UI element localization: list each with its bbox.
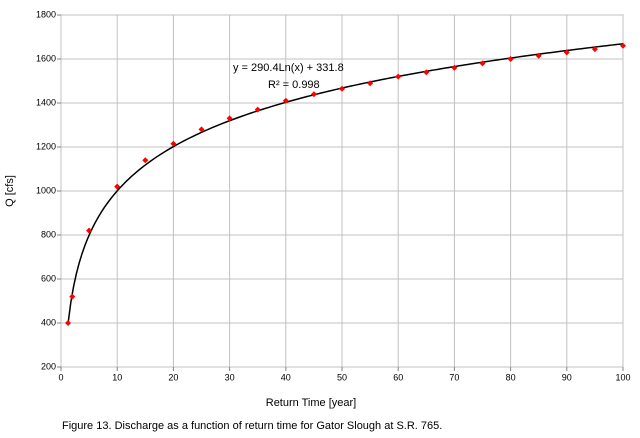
trendline	[67, 43, 624, 324]
x-tick-label: 10	[112, 372, 122, 382]
point	[226, 115, 233, 122]
trendline-equation: y = 290.4Ln(x) + 331.8	[233, 62, 344, 74]
x-tick-label: 20	[168, 372, 178, 382]
point	[254, 106, 261, 113]
x-tick-label: 80	[506, 372, 516, 382]
point	[282, 97, 289, 104]
x-tick-label: 40	[281, 372, 291, 382]
point	[114, 183, 121, 190]
point	[535, 52, 542, 59]
point	[367, 80, 374, 87]
x-tick-label: 70	[449, 372, 459, 382]
point	[69, 293, 76, 300]
point	[620, 42, 626, 49]
trendline-r-squared: R² = 0.998	[268, 79, 320, 91]
y-tick-label: 400	[41, 317, 56, 327]
point	[395, 73, 402, 80]
point	[310, 91, 317, 98]
x-tick-label: 30	[225, 372, 235, 382]
point	[563, 49, 570, 56]
x-tick-label: 0	[58, 372, 63, 382]
point	[65, 320, 72, 326]
x-tick-label: 50	[337, 372, 347, 382]
y-tick-label: 800	[41, 229, 56, 239]
point	[591, 46, 598, 53]
caption: Figure 13. Discharge as a function of re…	[62, 420, 442, 432]
y-tick-label: 1400	[36, 97, 56, 107]
y-tick-label: 1600	[36, 53, 56, 63]
y-tick-label: 600	[41, 273, 56, 283]
y-tick-label: 1800	[36, 9, 56, 19]
point	[86, 227, 93, 234]
x-tick-label: 90	[562, 372, 572, 382]
x-tick-label: 60	[393, 372, 403, 382]
point	[423, 69, 430, 76]
x-axis-label: Return Time [year]	[266, 397, 356, 409]
y-axis-label: Q [cfs]	[4, 175, 16, 207]
point	[142, 157, 149, 164]
x-tick-label: 100	[615, 372, 630, 382]
y-tick-label: 200	[41, 361, 56, 371]
point	[170, 140, 177, 147]
y-tick-label: 1000	[36, 185, 56, 195]
y-tick-label: 1200	[36, 141, 56, 151]
point	[479, 60, 486, 67]
point	[507, 56, 514, 62]
point	[198, 126, 205, 133]
point	[339, 85, 345, 92]
point	[451, 64, 458, 71]
